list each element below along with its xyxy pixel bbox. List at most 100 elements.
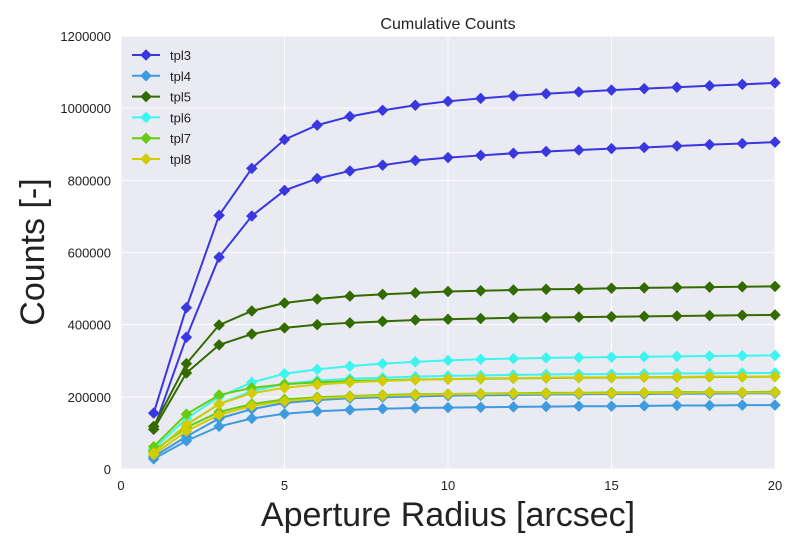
- data-point-tpl5: [703, 281, 716, 293]
- data-point-tpl3: [442, 151, 454, 164]
- y-axis-label: Counts [-]: [14, 178, 52, 325]
- legend-label: tpl4: [170, 69, 191, 84]
- data-point-tpl3: [638, 141, 651, 154]
- legend-label: tpl3: [170, 48, 191, 63]
- data-point-tpl6: [344, 360, 356, 373]
- data-point-tpl8: [180, 425, 193, 437]
- data-point-tpl8: [736, 386, 749, 399]
- data-point-tpl5: [671, 281, 683, 294]
- data-point-tpl6: [376, 357, 389, 370]
- legend-marker: [140, 69, 152, 82]
- data-point-tpl3: [572, 144, 585, 156]
- data-point-tpl8: [278, 381, 291, 394]
- legend-entry-tpl8: tpl8: [132, 152, 191, 167]
- series-tpl5: [147, 309, 781, 436]
- data-point-tpl3: [507, 90, 520, 102]
- data-point-tpl8: [769, 370, 781, 383]
- data-point-tpl5: [474, 284, 487, 297]
- series-tpl3: [147, 77, 781, 419]
- data-point-tpl3: [703, 138, 716, 151]
- data-point-tpl8: [507, 387, 520, 400]
- chart-title: Cumulative Counts: [380, 16, 515, 33]
- data-point-tpl5: [376, 315, 389, 328]
- data-point-tpl3: [278, 133, 291, 146]
- series-layer: [147, 77, 781, 465]
- data-point-tpl8: [213, 409, 225, 421]
- data-point-tpl3: [736, 137, 749, 150]
- data-point-tpl3: [245, 210, 258, 222]
- data-point-tpl8: [703, 386, 716, 399]
- data-point-tpl5: [213, 319, 225, 331]
- data-point-tpl5: [507, 284, 520, 296]
- legend-entry-tpl3: tpl3: [132, 48, 191, 63]
- x-tick-label: 5: [281, 478, 288, 493]
- data-point-tpl5: [213, 339, 225, 351]
- data-point-tpl3: [540, 87, 552, 100]
- data-point-tpl8: [442, 388, 454, 401]
- tick-labels: 0 5 10 15 20 0 200000 400000 600000 800000 1000000…: [60, 29, 782, 493]
- data-point-tpl8: [245, 387, 258, 400]
- data-point-tpl5: [638, 310, 651, 323]
- data-point-tpl5: [278, 297, 291, 309]
- data-point-tpl5: [736, 309, 749, 322]
- data-point-tpl5: [147, 423, 160, 436]
- series-tpl8: [147, 386, 781, 461]
- data-point-tpl3: [344, 165, 356, 177]
- data-point-tpl8: [671, 371, 683, 383]
- data-point-tpl5: [638, 282, 651, 294]
- series-tpl8: [147, 370, 781, 459]
- data-point-tpl3: [769, 136, 781, 148]
- data-point-tpl3: [278, 184, 291, 197]
- data-point-tpl8: [605, 387, 618, 400]
- data-point-tpl8: [474, 372, 487, 385]
- data-point-tpl5: [409, 314, 422, 326]
- data-point-tpl4: [703, 399, 716, 412]
- y-tick-label: 1000000: [60, 101, 111, 116]
- data-point-tpl3: [409, 99, 422, 112]
- data-point-tpl6: [703, 350, 716, 362]
- data-point-tpl3: [703, 79, 716, 92]
- data-point-tpl6: [638, 350, 651, 363]
- data-point-tpl5: [605, 282, 618, 295]
- data-point-tpl3: [376, 159, 389, 172]
- data-point-tpl5: [245, 328, 258, 340]
- data-point-tpl4: [671, 399, 683, 412]
- data-point-tpl3: [769, 77, 781, 89]
- data-point-tpl3: [507, 147, 520, 160]
- data-point-tpl4: [540, 400, 552, 413]
- data-point-tpl5: [671, 310, 683, 322]
- data-point-tpl8: [572, 371, 585, 384]
- legend-entry-tpl4: tpl4: [132, 69, 191, 84]
- data-point-tpl3: [180, 331, 193, 344]
- data-point-tpl6: [409, 355, 422, 368]
- series-tpl4: [147, 399, 781, 465]
- data-point-tpl8: [376, 389, 389, 402]
- series-tpl5: [147, 280, 781, 433]
- data-point-tpl3: [671, 81, 683, 94]
- data-point-tpl6: [605, 351, 618, 363]
- data-point-tpl8: [147, 448, 160, 461]
- data-point-tpl6: [572, 351, 585, 364]
- y-tick-label: 600000: [68, 246, 111, 261]
- data-point-tpl3: [213, 251, 225, 264]
- y-tick-label: 200000: [68, 390, 111, 405]
- data-point-tpl8: [376, 375, 389, 387]
- legend-marker: [140, 90, 152, 103]
- data-point-tpl8: [474, 388, 487, 400]
- data-point-tpl4: [344, 403, 356, 416]
- grid-lines: [120, 35, 776, 470]
- data-point-tpl3: [311, 172, 324, 185]
- x-tick-label: 0: [117, 478, 124, 493]
- data-point-tpl5: [736, 280, 749, 293]
- y-tick-label: 0: [104, 462, 111, 477]
- legend-marker: [140, 153, 152, 165]
- legend-entry-tpl5: tpl5: [132, 90, 191, 105]
- x-axis-label: Aperture Radius [arcsec]: [261, 496, 635, 534]
- data-point-tpl8: [278, 395, 291, 408]
- data-point-tpl3: [605, 142, 618, 155]
- data-point-tpl5: [540, 283, 552, 296]
- data-point-tpl5: [344, 317, 356, 329]
- data-point-tpl6: [507, 352, 520, 365]
- data-point-tpl8: [245, 400, 258, 412]
